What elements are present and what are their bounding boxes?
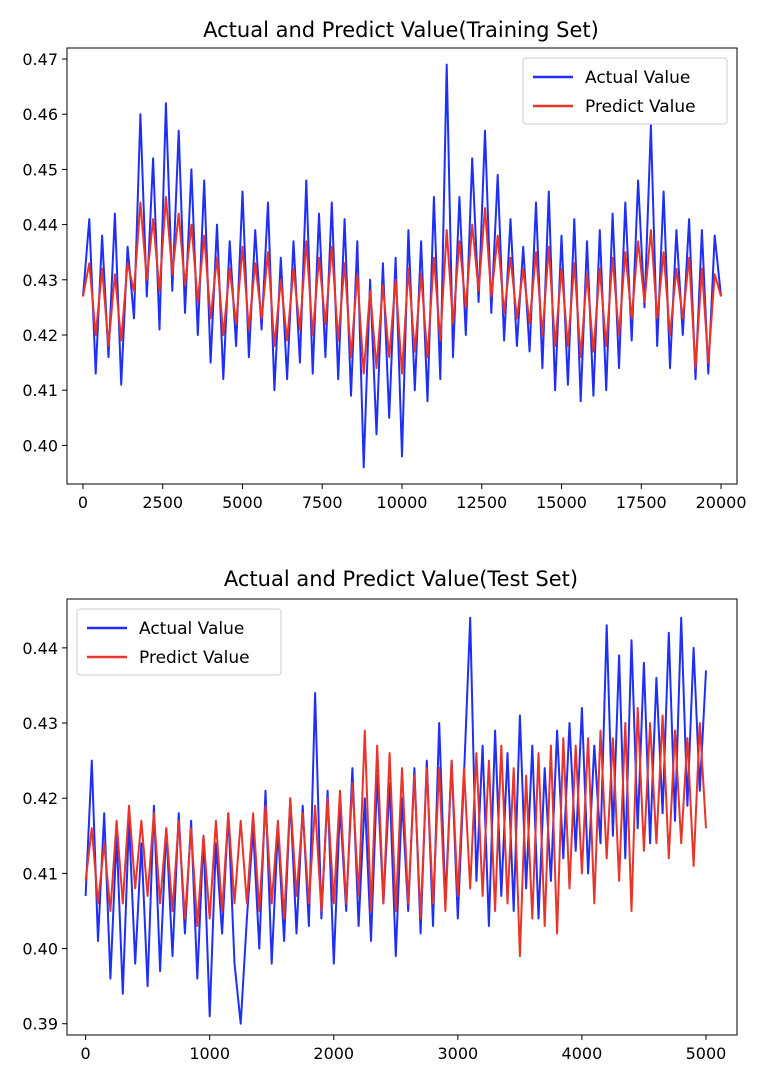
test-chart-title: Actual and Predict Value(Test Set) bbox=[224, 567, 578, 591]
test-x-tick-label: 4000 bbox=[562, 1044, 603, 1063]
training-y-tick-label: 0.40 bbox=[22, 436, 58, 455]
training-legend-predict-label: Predict Value bbox=[585, 97, 696, 117]
test-set-chart: Actual and Predict Value(Test Set) 0 1000… bbox=[22, 567, 738, 1063]
training-y-tick-label: 0.45 bbox=[22, 160, 58, 179]
test-y-tick-label: 0.39 bbox=[22, 1015, 58, 1034]
test-y-axis: 0.39 0.40 0.41 0.42 0.43 0.44 bbox=[22, 639, 67, 1034]
test-legend-actual-label: Actual Value bbox=[139, 619, 244, 639]
training-series-actual-line bbox=[82, 63, 722, 469]
training-x-tick-label: 15000 bbox=[536, 493, 587, 512]
test-y-tick-label: 0.41 bbox=[22, 864, 58, 883]
test-y-tick-label: 0.43 bbox=[22, 714, 58, 733]
test-x-tick-label: 0 bbox=[81, 1044, 91, 1063]
test-series-predict-line bbox=[84, 707, 707, 958]
training-x-tick-label: 10000 bbox=[377, 493, 428, 512]
test-plot-frame bbox=[66, 598, 738, 1036]
training-y-tick-label: 0.43 bbox=[22, 271, 58, 290]
test-y-tick-label: 0.40 bbox=[22, 940, 58, 959]
training-legend-box bbox=[522, 57, 728, 125]
test-y-tick-label: 0.42 bbox=[22, 789, 58, 808]
test-x-tick-label: 3000 bbox=[437, 1044, 478, 1063]
training-chart-title: Actual and Predict Value(Training Set) bbox=[203, 18, 599, 42]
training-set-chart: Actual and Predict Value(Training Set) 0… bbox=[22, 18, 746, 512]
training-x-tick-label: 12500 bbox=[456, 493, 507, 512]
test-x-axis: 0 1000 2000 3000 4000 5000 bbox=[81, 1035, 727, 1063]
test-legend-box bbox=[76, 608, 282, 676]
training-legend-actual-label: Actual Value bbox=[585, 68, 690, 88]
training-x-tick-label: 2500 bbox=[142, 493, 183, 512]
training-x-axis: 0 2500 5000 7500 10000 12500 15000 17500 20000 bbox=[78, 484, 747, 512]
test-x-tick-label: 1000 bbox=[189, 1044, 230, 1063]
training-y-axis: 0.40 0.41 0.42 0.43 0.44 0.45 0.46 0.47 bbox=[22, 50, 67, 455]
training-y-tick-label: 0.47 bbox=[22, 50, 58, 69]
test-legend: Actual Value Predict Value bbox=[76, 608, 282, 676]
training-x-tick-label: 0 bbox=[78, 493, 88, 512]
training-legend: Actual Value Predict Value bbox=[522, 57, 728, 125]
test-legend-predict-label: Predict Value bbox=[139, 648, 250, 668]
training-x-tick-label: 20000 bbox=[696, 493, 747, 512]
training-x-tick-label: 17500 bbox=[616, 493, 667, 512]
training-x-tick-label: 7500 bbox=[302, 493, 343, 512]
training-series-predict-line bbox=[82, 196, 722, 375]
training-y-tick-label: 0.44 bbox=[22, 216, 58, 235]
training-x-tick-label: 5000 bbox=[222, 493, 263, 512]
training-y-tick-label: 0.42 bbox=[22, 326, 58, 345]
training-y-tick-label: 0.46 bbox=[22, 105, 58, 124]
test-x-tick-label: 5000 bbox=[686, 1044, 727, 1063]
test-y-tick-label: 0.44 bbox=[22, 639, 58, 658]
training-y-tick-label: 0.41 bbox=[22, 381, 58, 400]
training-series-layer bbox=[82, 63, 722, 469]
test-series-layer bbox=[84, 616, 707, 1025]
test-x-tick-label: 2000 bbox=[313, 1044, 354, 1063]
